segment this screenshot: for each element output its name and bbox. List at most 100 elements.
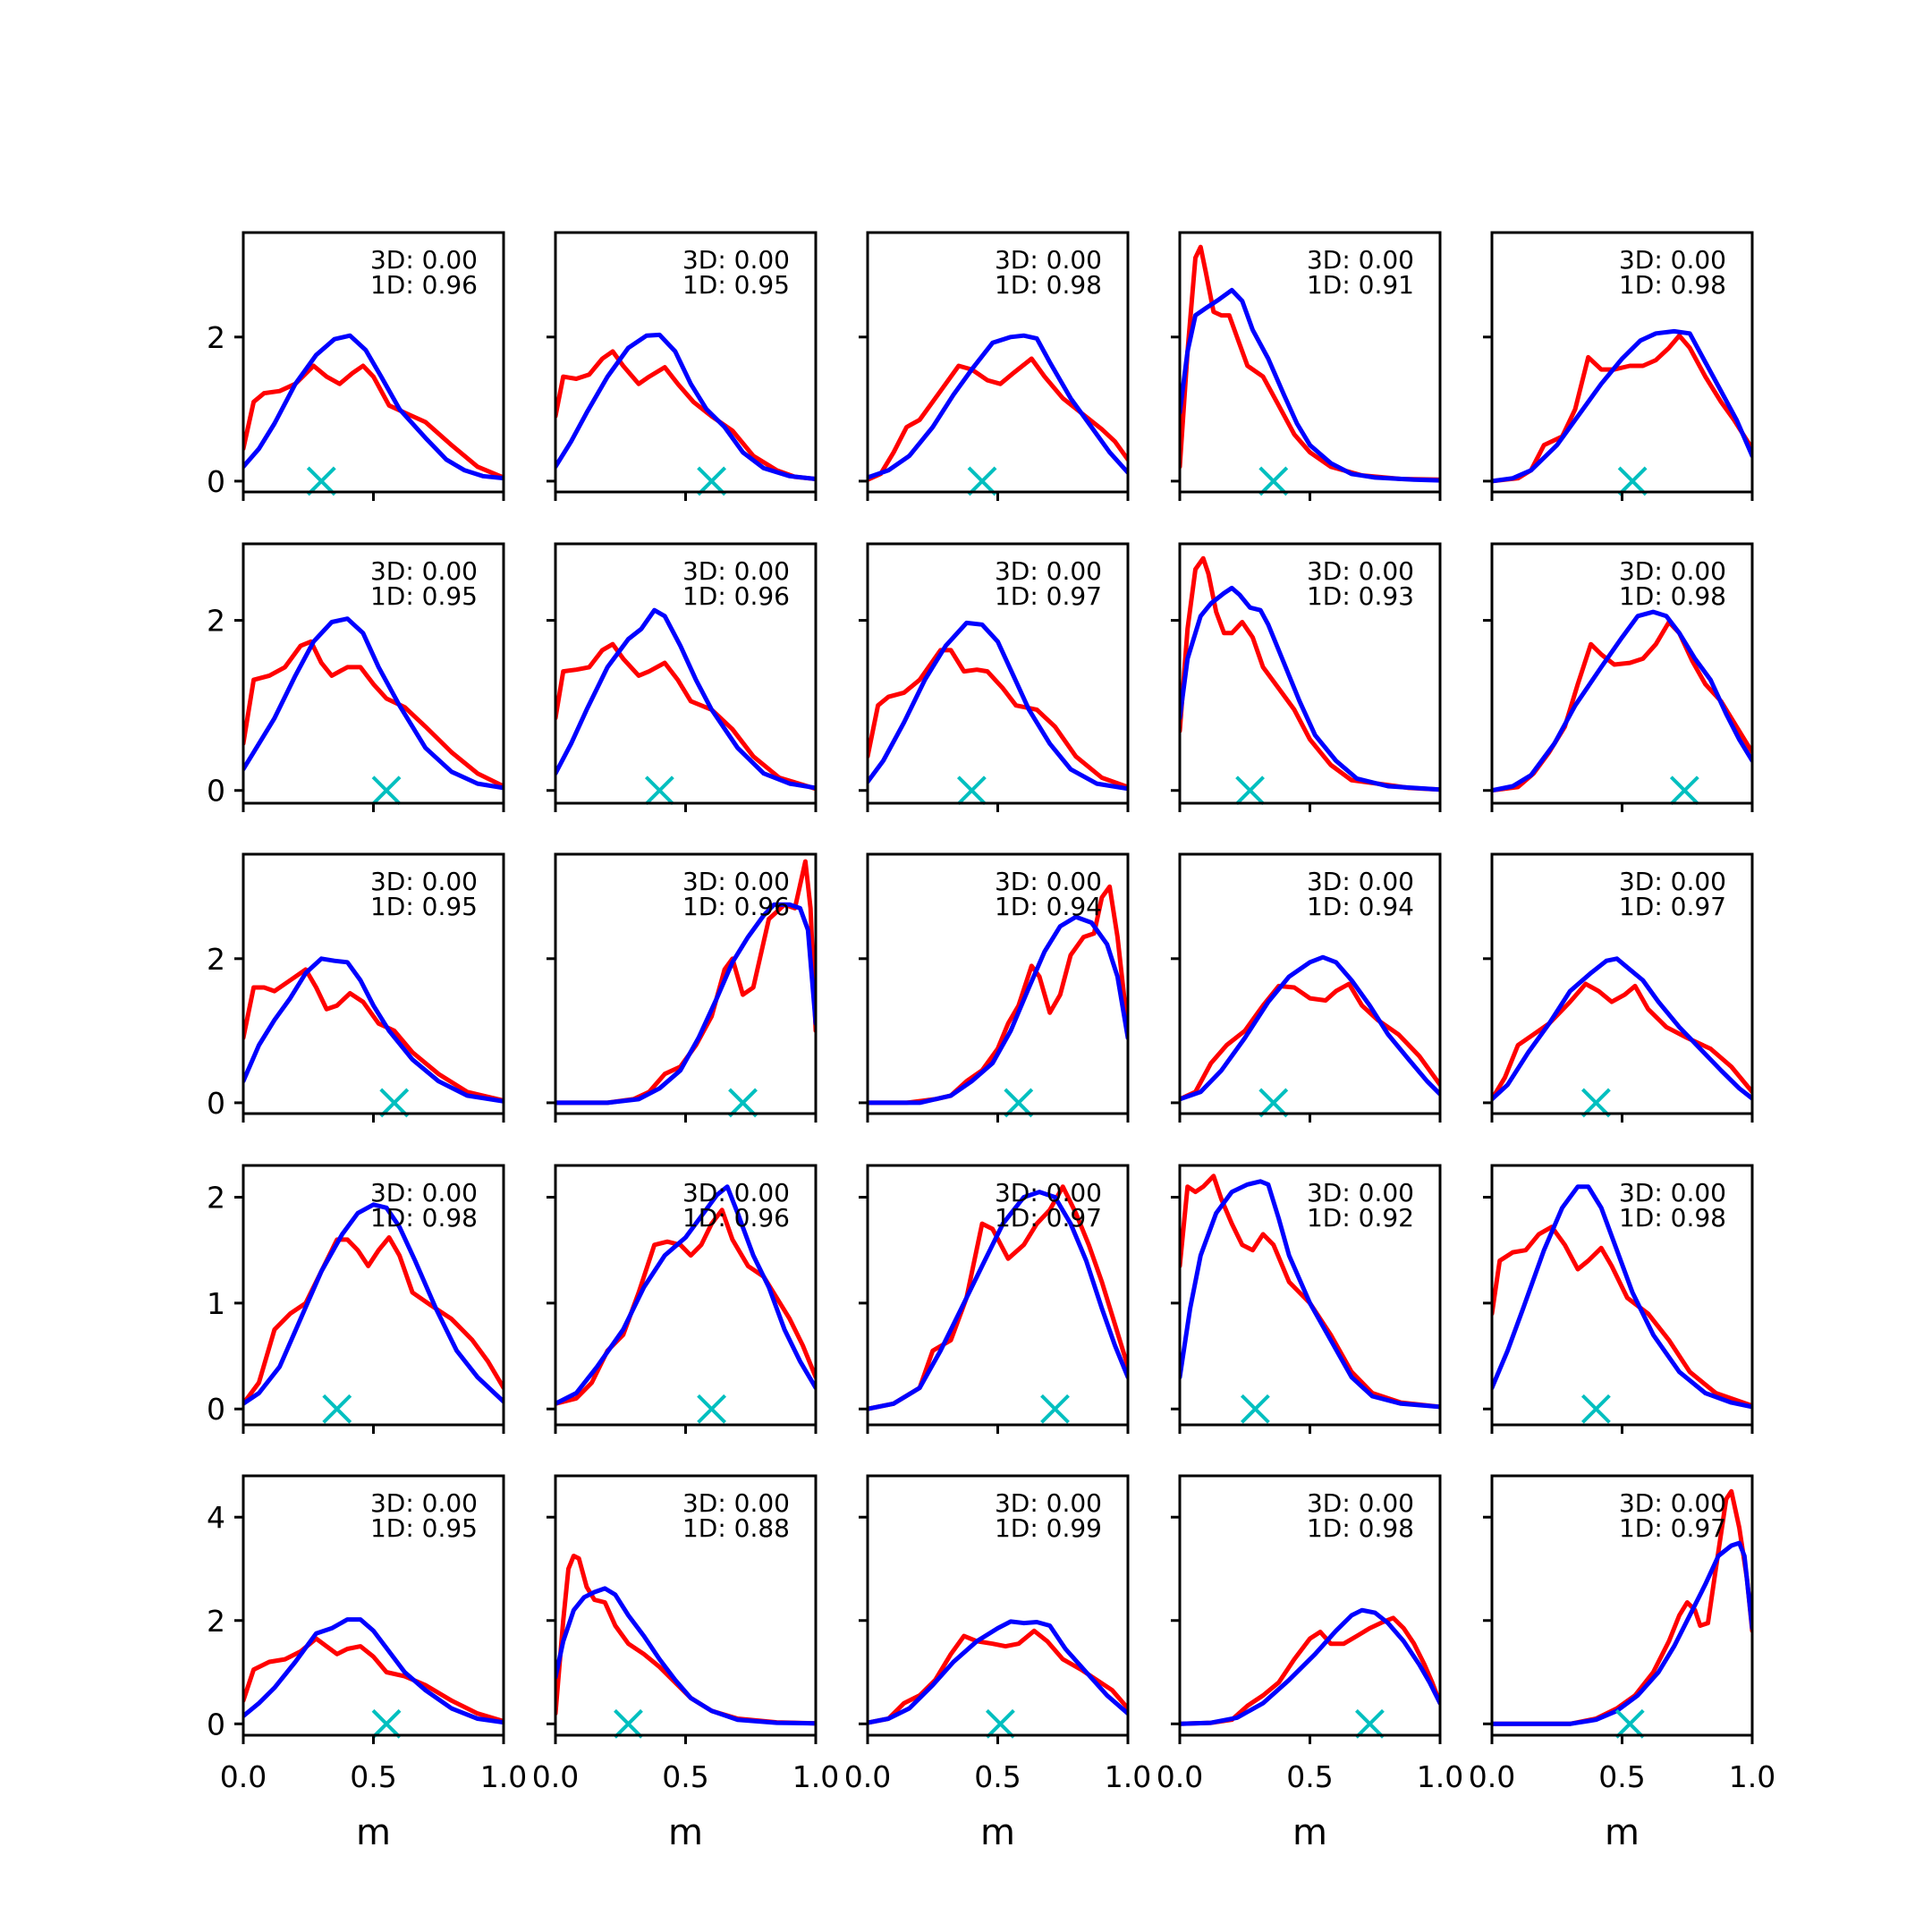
marker-stroke — [1004, 1088, 1034, 1118]
true-value-marker — [1580, 1394, 1611, 1424]
marker-stroke — [697, 1394, 727, 1424]
red-density-line — [555, 641, 816, 792]
x-tick-label: 0.0 — [220, 1759, 267, 1794]
blue-density-line — [1180, 1607, 1440, 1726]
blue-density-line — [243, 1202, 504, 1406]
annotation-1d: 1D: 0.96 — [682, 892, 790, 921]
subplot-plot-area — [868, 620, 1128, 792]
marker-stroke — [306, 466, 336, 496]
true-value-marker — [967, 466, 997, 496]
annotation-1d: 1D: 0.96 — [682, 581, 790, 611]
annotation-3d: 3D: 0.00 — [370, 245, 478, 275]
true-value-marker — [379, 1088, 410, 1118]
x-axis-label: m — [1605, 1812, 1640, 1853]
y-tick-label: 2 — [207, 942, 225, 977]
blue-density-line — [868, 620, 1128, 792]
subplot-plot-area — [1492, 328, 1752, 484]
annotation-3d: 3D: 0.00 — [1307, 1488, 1414, 1518]
annotation-3d: 3D: 0.00 — [370, 867, 478, 896]
x-axis-label: m — [356, 1812, 391, 1853]
annotation-1d: 1D: 0.98 — [370, 1203, 478, 1233]
true-value-marker — [1004, 1088, 1034, 1118]
annotation-1d: 1D: 0.95 — [370, 1513, 478, 1543]
annotation-1d: 1D: 0.94 — [1307, 892, 1414, 921]
x-axis-label: m — [668, 1812, 703, 1853]
subplot-plot-area — [555, 332, 816, 481]
red-density-line — [243, 363, 504, 480]
true-value-marker — [956, 775, 987, 806]
marker-stroke — [967, 466, 997, 496]
marker-stroke — [1617, 466, 1648, 496]
subplot-plot-area — [555, 1184, 816, 1406]
blue-density-line — [1180, 585, 1440, 792]
subplot-plot-area — [868, 884, 1128, 1106]
red-density-line — [243, 1636, 504, 1724]
annotation-3d: 3D: 0.00 — [995, 867, 1102, 896]
annotation-1d: 1D: 0.95 — [682, 270, 790, 300]
y-tick-label: 0 — [207, 774, 225, 809]
true-value-marker — [614, 1708, 643, 1739]
red-density-line — [555, 349, 816, 481]
subplot-plot-area — [868, 1184, 1128, 1411]
x-axis-label: m — [1292, 1812, 1327, 1853]
true-value-marker — [1617, 466, 1648, 496]
true-value-marker — [1240, 1394, 1270, 1424]
annotation-3d: 3D: 0.00 — [682, 1488, 790, 1518]
true-value-marker — [1669, 775, 1699, 806]
blue-density-line — [868, 333, 1128, 480]
annotation-1d: 1D: 0.95 — [370, 581, 478, 611]
annotation-3d: 3D: 0.00 — [682, 245, 790, 275]
blue-density-line — [868, 1619, 1128, 1725]
x-tick-label: 0.5 — [1598, 1759, 1645, 1794]
red-density-line — [1180, 1174, 1440, 1410]
x-tick-label: 1.0 — [1105, 1759, 1151, 1794]
annotation-1d: 1D: 0.91 — [1307, 270, 1414, 300]
annotation-3d: 3D: 0.00 — [1307, 1178, 1414, 1208]
blue-density-line — [1492, 609, 1752, 793]
true-value-marker — [371, 775, 402, 806]
red-density-line — [243, 639, 504, 789]
blue-density-line — [868, 1190, 1128, 1411]
subplot-plot-area — [1492, 609, 1752, 793]
subplot-plot-area — [1492, 956, 1752, 1102]
subplot-plot-area — [1180, 1607, 1440, 1726]
true-value-marker — [697, 1394, 727, 1424]
annotation-3d: 3D: 0.00 — [1307, 556, 1414, 586]
annotation-1d: 1D: 0.96 — [370, 270, 478, 300]
annotation-1d: 1D: 0.97 — [1619, 892, 1726, 921]
annotation-3d: 3D: 0.00 — [1619, 867, 1726, 896]
subplot-plot-area — [868, 1619, 1128, 1725]
subplot-plot-area — [243, 616, 504, 791]
subplot-plot-area — [1180, 954, 1440, 1102]
blue-density-line — [555, 332, 816, 481]
annotation-3d: 3D: 0.00 — [682, 867, 790, 896]
marker-stroke — [644, 775, 674, 806]
x-tick-label: 0.0 — [844, 1759, 891, 1794]
annotation-3d: 3D: 0.00 — [370, 1488, 478, 1518]
blue-density-line — [243, 616, 504, 791]
y-tick-label: 2 — [207, 320, 225, 355]
x-tick-label: 0.0 — [532, 1759, 579, 1794]
x-tick-label: 0.5 — [1286, 1759, 1333, 1794]
red-density-line — [868, 648, 1128, 790]
red-density-line — [1492, 333, 1752, 484]
y-tick-label: 0 — [207, 1086, 225, 1121]
blue-density-line — [555, 1184, 816, 1406]
true-value-marker — [306, 466, 336, 496]
y-tick-label: 0 — [207, 1392, 225, 1427]
subplot-plot-area — [243, 333, 504, 481]
x-axis-label: m — [980, 1812, 1015, 1853]
annotation-1d: 1D: 0.98 — [1619, 270, 1726, 300]
